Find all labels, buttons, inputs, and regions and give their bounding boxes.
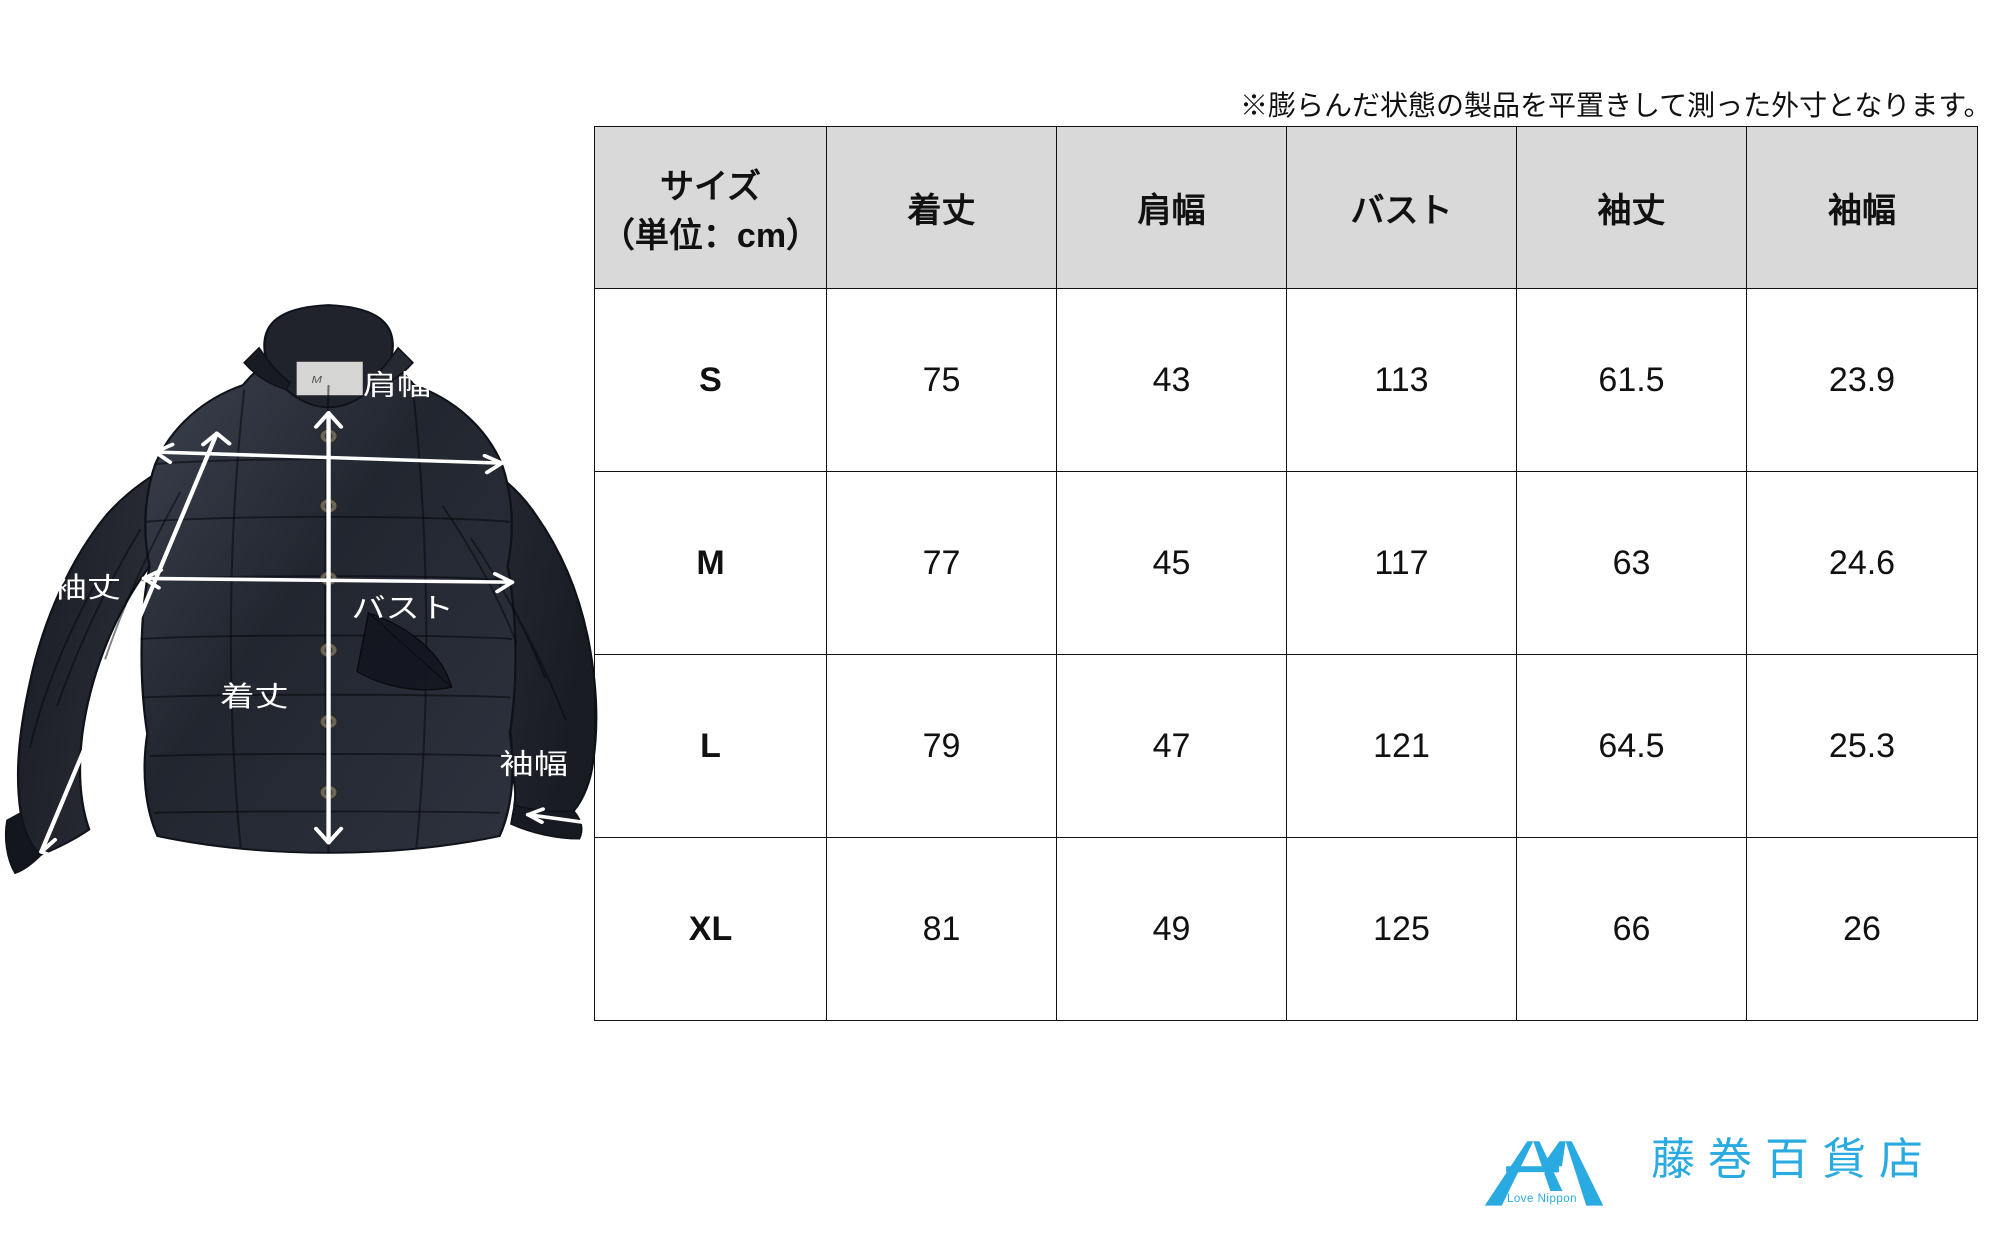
svg-text:肩幅: 肩幅 bbox=[363, 369, 431, 400]
svg-text:着丈: 着丈 bbox=[220, 681, 288, 712]
svg-text:袖幅: 袖幅 bbox=[500, 749, 568, 780]
svg-text:袖丈: 袖丈 bbox=[53, 572, 121, 603]
svg-text:バスト: バスト bbox=[351, 592, 454, 623]
svg-text:M: M bbox=[311, 375, 322, 386]
